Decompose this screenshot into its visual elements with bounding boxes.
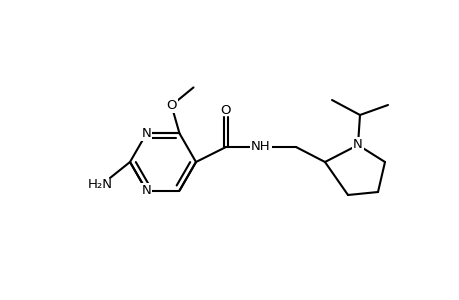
Text: H₂N: H₂N [87,178,112,190]
Text: N: N [141,127,151,140]
Text: O: O [220,103,231,116]
Text: O: O [166,99,176,112]
Text: N: N [353,139,362,152]
Text: NH: NH [251,140,270,154]
Text: N: N [141,184,151,197]
